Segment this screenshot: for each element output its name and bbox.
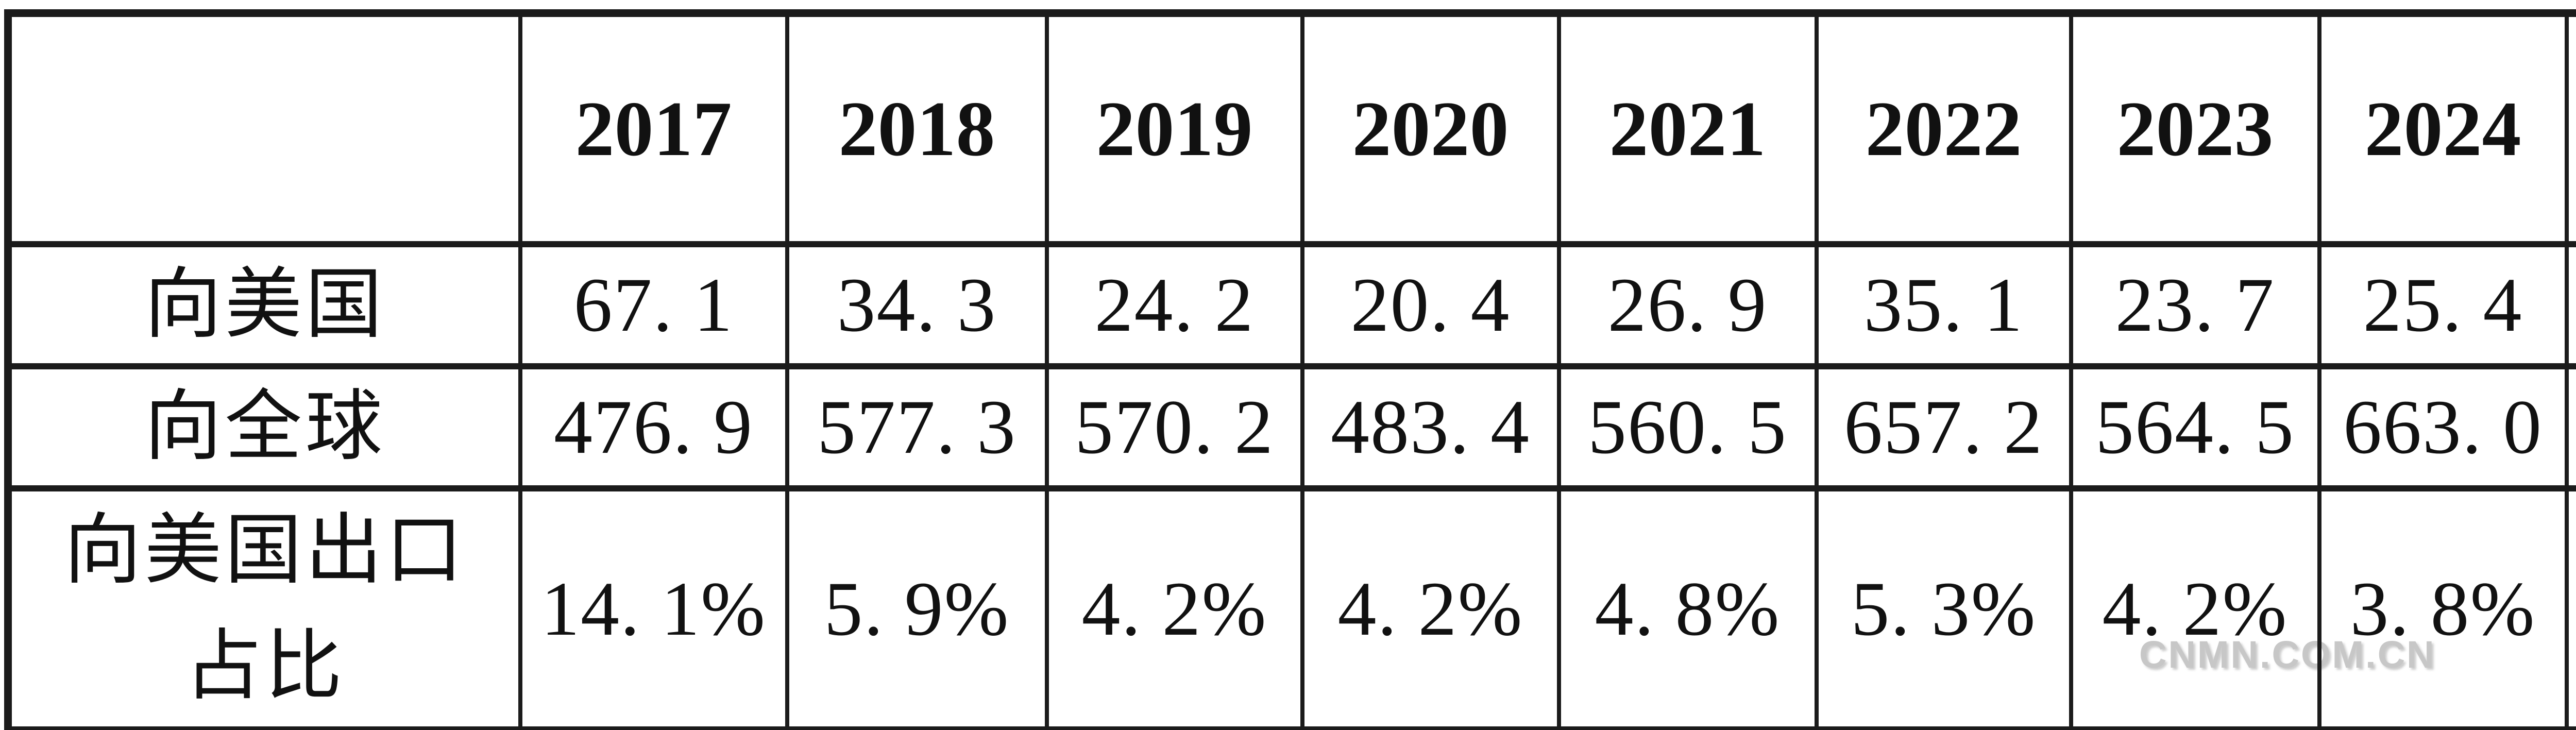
cagr-cell-to-global: 4. 8% xyxy=(2564,363,2576,491)
data-cell: 5. 3% xyxy=(1814,485,2073,730)
data-cell: 24. 2 xyxy=(1044,241,1304,369)
data-cell: 663. 0 xyxy=(2317,363,2569,491)
year-header-2024: 2024 xyxy=(2317,10,2569,247)
data-cell: 67. 1 xyxy=(518,241,789,369)
row-label-usa-share: 向美国出口 占比 xyxy=(6,485,522,730)
cagr-cell-usa-share: - xyxy=(2564,485,2576,730)
row-label-to-global: 向全球 xyxy=(6,363,522,491)
row-label-usa-share-line2: 占比 xyxy=(184,623,346,709)
year-header-2023: 2023 xyxy=(2069,10,2321,247)
data-cell: 26. 9 xyxy=(1556,241,1819,369)
data-cell: 577. 3 xyxy=(785,363,1049,491)
data-cell: 564. 5 xyxy=(2069,363,2321,491)
table-row-to-global: 向全球 476. 9 577. 3 570. 2 483. 4 560. 5 6… xyxy=(6,363,2576,491)
table-header-row: 2017 2018 2019 2020 2021 2022 2023 2024 … xyxy=(6,10,2576,247)
year-header-2018: 2018 xyxy=(785,10,1049,247)
data-cell: 5. 9% xyxy=(785,485,1049,730)
year-header-2019: 2019 xyxy=(1044,10,1304,247)
year-header-2020: 2020 xyxy=(1300,10,1561,247)
year-header-2021: 2021 xyxy=(1556,10,1819,247)
data-cell: 4. 8% xyxy=(1556,485,1819,730)
data-cell: 4. 2% xyxy=(1044,485,1304,730)
data-cell: 34. 3 xyxy=(785,241,1049,369)
row-label-to-usa: 向美国 xyxy=(6,241,522,369)
data-cell: 20. 4 xyxy=(1300,241,1561,369)
data-cell: 4. 2% xyxy=(1300,485,1561,730)
data-cell: 476. 9 xyxy=(518,363,789,491)
cagr-header: 2018-2024 CAGR xyxy=(2564,10,2576,247)
data-cell: 35. 1 xyxy=(1814,241,2073,369)
data-cell: 23. 7 xyxy=(2069,241,2321,369)
data-cell: 483. 4 xyxy=(1300,363,1561,491)
corner-cell xyxy=(6,10,522,247)
data-cell: 560. 5 xyxy=(1556,363,1819,491)
cagr-header-label: CAGR xyxy=(2569,129,2576,240)
data-cell: 4. 2% xyxy=(2069,485,2321,730)
export-data-table: 2017 2018 2019 2020 2021 2022 2023 2024 … xyxy=(4,9,2576,730)
table-row-to-usa: 向美国 67. 1 34. 3 24. 2 20. 4 26. 9 35. 1 … xyxy=(6,241,2576,369)
row-label-usa-share-line1: 向美国出口 xyxy=(64,507,466,593)
cagr-header-range: 2018-2024 xyxy=(2569,18,2576,129)
table-row-usa-share: 向美国出口 占比 14. 1% 5. 9% 4. 2% 4. 2% 4. 8% … xyxy=(6,485,2576,730)
data-cell: 570. 2 xyxy=(1044,363,1304,491)
data-cell: 25. 4 xyxy=(2317,241,2569,369)
data-cell: 3. 8% xyxy=(2317,485,2569,730)
data-cell: 657. 2 xyxy=(1814,363,2073,491)
year-header-2017: 2017 xyxy=(518,10,789,247)
year-header-2022: 2022 xyxy=(1814,10,2073,247)
data-cell: 14. 1% xyxy=(518,485,789,730)
cagr-cell-to-usa: -13. 0% xyxy=(2564,241,2576,369)
